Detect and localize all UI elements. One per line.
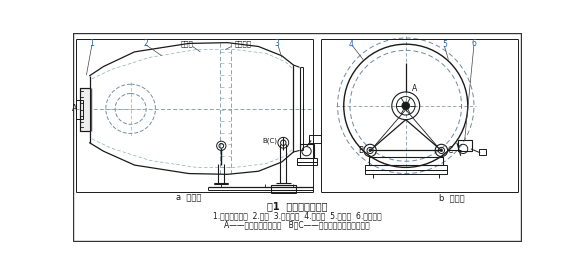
Bar <box>297 162 317 165</box>
Bar <box>297 158 317 162</box>
Bar <box>80 88 89 131</box>
Bar <box>478 149 487 155</box>
Text: 1: 1 <box>89 39 94 48</box>
Circle shape <box>440 149 443 152</box>
Bar <box>271 190 296 193</box>
Bar <box>365 165 447 170</box>
Text: A——法兰盘组合体支点   B、C——主滚道与滚轮架机构支点: A——法兰盘组合体支点 B、C——主滚道与滚轮架机构支点 <box>224 220 370 229</box>
Text: b  截面图: b 截面图 <box>440 194 465 203</box>
Text: 4: 4 <box>349 40 354 49</box>
Text: 3: 3 <box>275 39 280 48</box>
Bar <box>458 140 472 151</box>
Text: 6: 6 <box>472 39 476 48</box>
Text: 摔拌罐: 摔拌罐 <box>181 41 194 48</box>
Bar <box>365 170 447 174</box>
Bar <box>271 185 296 190</box>
Bar <box>369 157 443 165</box>
Circle shape <box>402 102 409 110</box>
Bar <box>77 100 82 119</box>
Text: A: A <box>412 84 418 93</box>
Bar <box>300 144 314 158</box>
Text: 1.法兰盘组合体  2.底架  3.滚轮机构  4.三角架  5.连接架  6.磨削装置: 1.法兰盘组合体 2.底架 3.滚轮机构 4.三角架 5.连接架 6.磨削装置 <box>213 211 382 220</box>
Circle shape <box>369 149 371 152</box>
Text: B(C): B(C) <box>263 137 278 144</box>
Bar <box>309 135 321 143</box>
Text: 5: 5 <box>442 40 447 49</box>
Text: a  主视图: a 主视图 <box>176 194 201 203</box>
Text: B: B <box>358 146 363 155</box>
Text: 图1  辅助滚道磨削机: 图1 辅助滚道磨削机 <box>267 201 328 211</box>
Text: A: A <box>72 104 78 113</box>
Text: 2: 2 <box>144 39 148 48</box>
Text: C: C <box>448 146 454 155</box>
Text: 辅助滚道: 辅助滚道 <box>234 41 252 48</box>
